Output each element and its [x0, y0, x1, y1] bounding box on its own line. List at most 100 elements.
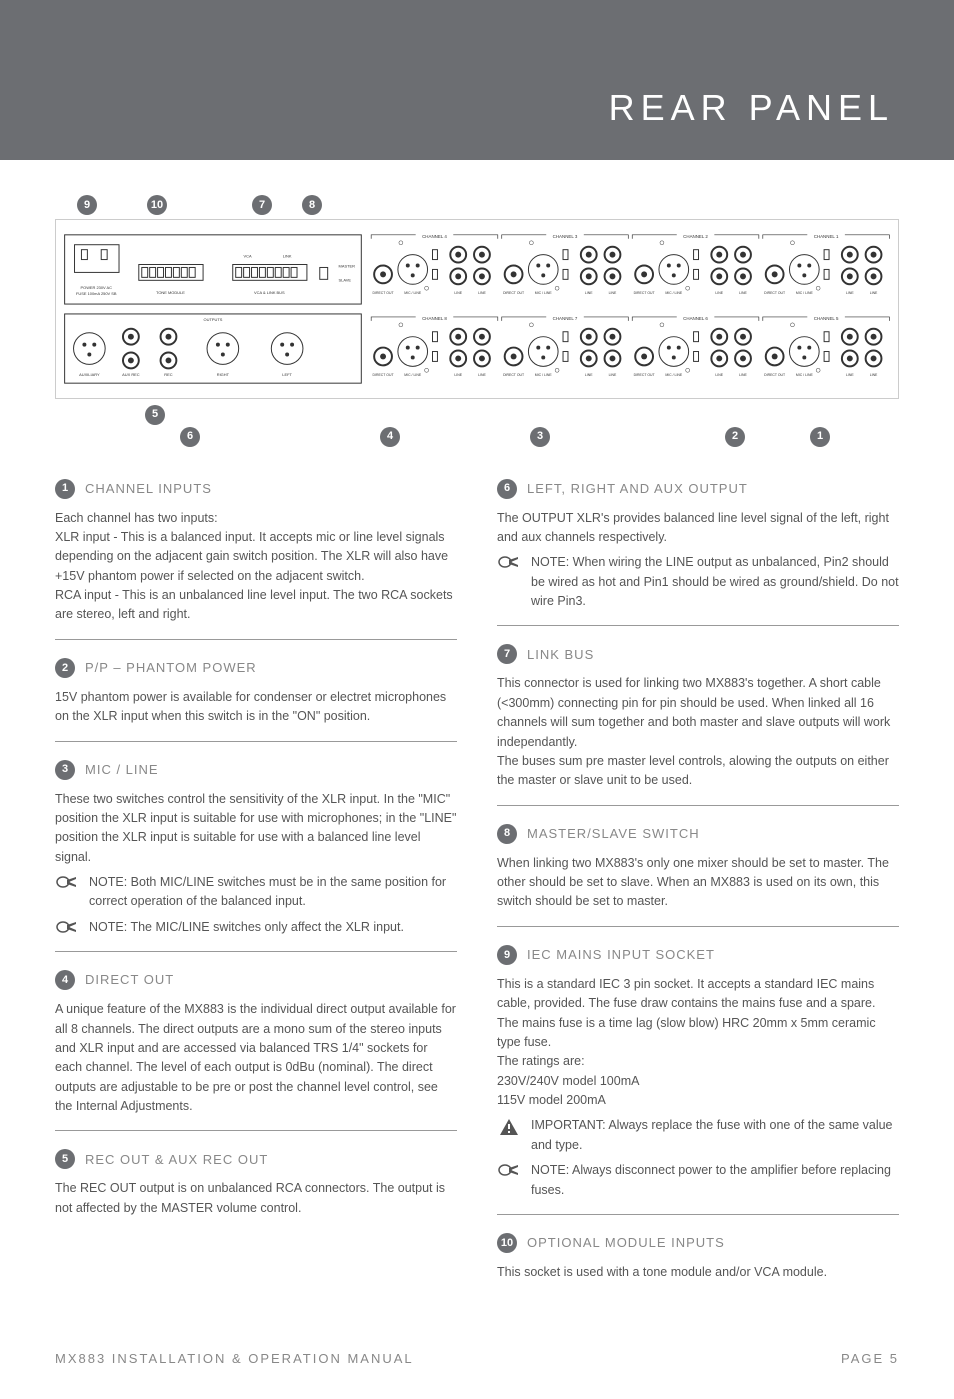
- svg-text:AUXILIARY: AUXILIARY: [79, 372, 100, 377]
- rear-panel-diagram: 9 10 7 8 POWER 230V AC FUSE 100mA 250V S…: [55, 195, 899, 449]
- svg-text:DIRECT OUT: DIRECT OUT: [503, 291, 525, 295]
- svg-text:CHANNEL 2: CHANNEL 2: [683, 234, 708, 239]
- note-icon: [497, 1161, 521, 1200]
- svg-text:LINE: LINE: [715, 291, 723, 295]
- section-title: IEC MAINS INPUT SOCKET: [527, 945, 715, 965]
- svg-text:MIC / LINE: MIC / LINE: [665, 291, 683, 295]
- section-num: 5: [55, 1149, 75, 1169]
- svg-text:MIC / LINE: MIC / LINE: [404, 291, 422, 295]
- svg-text:CHANNEL 7: CHANNEL 7: [553, 316, 578, 321]
- section-title: OPTIONAL MODULE INPUTS: [527, 1233, 725, 1253]
- footer-right: PAGE 5: [841, 1349, 899, 1369]
- section-num: 4: [55, 970, 75, 990]
- svg-text:TONE MODULE: TONE MODULE: [156, 290, 185, 295]
- footer-left: MX883 INSTALLATION & OPERATION MANUAL: [55, 1349, 414, 1369]
- note-icon: [55, 873, 79, 912]
- section-1: 1 CHANNEL INPUTS Each channel has two inpu…: [55, 479, 457, 640]
- info-note: NOTE: The MIC/LINE switches only affect …: [55, 918, 457, 937]
- svg-text:AUX REC: AUX REC: [122, 372, 140, 377]
- callout-1: 1: [810, 427, 830, 447]
- svg-text:VCA: VCA: [244, 254, 252, 259]
- section-body: These two switches control the sensitivi…: [55, 790, 457, 868]
- svg-text:LINE: LINE: [846, 373, 854, 377]
- svg-text:LINE: LINE: [478, 373, 486, 377]
- info-note: NOTE: Both MIC/LINE switches must be in …: [55, 873, 457, 912]
- callout-10: 10: [147, 195, 167, 215]
- note-icon: [55, 918, 79, 937]
- note-text: NOTE: Both MIC/LINE switches must be in …: [89, 873, 457, 912]
- section-title: CHANNEL INPUTS: [85, 479, 212, 499]
- section-3: 3MIC / LINEThese two switches control th…: [55, 760, 457, 953]
- svg-text:LINE: LINE: [739, 291, 747, 295]
- svg-text:MIC / LINE: MIC / LINE: [535, 373, 553, 377]
- section-title: DIRECT OUT: [85, 970, 174, 990]
- callout-3: 3: [530, 427, 550, 447]
- callout-8: 8: [302, 195, 322, 215]
- note-text: NOTE: The MIC/LINE switches only affect …: [89, 918, 457, 937]
- section-num: 6: [497, 479, 517, 499]
- svg-text:MASTER: MASTER: [339, 263, 356, 268]
- svg-text:FUSE 100mA 250V SB: FUSE 100mA 250V SB: [76, 291, 117, 296]
- section-9: 9 IEC MAINS INPUT SOCKET This is a standar…: [497, 945, 899, 1215]
- svg-text:LINE: LINE: [454, 291, 462, 295]
- section-body: Each channel has two inputs:XLR input - …: [55, 509, 457, 625]
- svg-text:LINE: LINE: [739, 373, 747, 377]
- warning-icon: [497, 1116, 521, 1155]
- warning-note: IMPORTANT: Always replace the fuse with …: [497, 1116, 899, 1155]
- section-title: P/P – PHANTOM POWER: [85, 658, 257, 678]
- section-title: MIC / LINE: [85, 760, 159, 780]
- svg-text:CHANNEL 5: CHANNEL 5: [814, 316, 839, 321]
- section-body: This is a standard IEC 3 pin socket. It …: [497, 975, 899, 1111]
- section-body: The OUTPUT XLR's provides balanced line …: [497, 509, 899, 548]
- svg-text:RIGHT: RIGHT: [217, 372, 230, 377]
- svg-text:REC: REC: [164, 372, 172, 377]
- svg-text:CHANNEL 6: CHANNEL 6: [683, 316, 708, 321]
- svg-text:DIRECT OUT: DIRECT OUT: [634, 373, 656, 377]
- section-body: When linking two MX883's only one mixer …: [497, 854, 899, 912]
- section-2: 2 P/P – PHANTOM POWER 15V phantom power is…: [55, 658, 457, 742]
- section-title: LEFT, RIGHT AND AUX OUTPUT: [527, 479, 748, 499]
- svg-text:DIRECT OUT: DIRECT OUT: [634, 291, 656, 295]
- section-5: 5REC OUT & AUX REC OUTThe REC OUT output…: [55, 1149, 457, 1232]
- page-title: REAR PANEL: [609, 81, 894, 135]
- section-8: 8MASTER/SLAVE SWITCHWhen linking two MX8…: [497, 824, 899, 927]
- section-num: 9: [497, 945, 517, 965]
- section-body: This connector is used for linking two M…: [497, 674, 899, 790]
- svg-text:LINE: LINE: [715, 373, 723, 377]
- section-body: The REC OUT output is on unbalanced RCA …: [55, 1179, 457, 1218]
- note-icon: [497, 553, 521, 611]
- svg-text:LINE: LINE: [870, 373, 878, 377]
- section-title: LINK BUS: [527, 645, 594, 665]
- section-body: This socket is used with a tone module a…: [497, 1263, 899, 1282]
- section-6: 6 LEFT, RIGHT AND AUX OUTPUT The OUTPUT XL…: [497, 479, 899, 627]
- svg-text:LINK: LINK: [283, 254, 292, 259]
- svg-text:DIRECT OUT: DIRECT OUT: [764, 373, 786, 377]
- svg-text:DIRECT OUT: DIRECT OUT: [373, 373, 395, 377]
- callout-4: 4: [380, 427, 400, 447]
- svg-text:SLAVE: SLAVE: [339, 277, 352, 282]
- svg-text:LINE: LINE: [585, 373, 593, 377]
- svg-text:LINE: LINE: [454, 373, 462, 377]
- section-10: 10OPTIONAL MODULE INPUTSThis socket is u…: [497, 1233, 899, 1296]
- note-text: NOTE: When wiring the LINE output as unb…: [531, 553, 899, 611]
- svg-text:CHANNEL 4: CHANNEL 4: [422, 234, 447, 239]
- svg-text:LINE: LINE: [609, 373, 617, 377]
- note-text: NOTE: Always disconnect power to the amp…: [531, 1161, 899, 1200]
- svg-text:LINE: LINE: [585, 291, 593, 295]
- svg-text:CHANNEL 1: CHANNEL 1: [814, 234, 839, 239]
- section-body: 15V phantom power is available for conde…: [55, 688, 457, 727]
- info-note: NOTE: Always disconnect power to the amp…: [497, 1161, 899, 1200]
- svg-text:OUTPUTS: OUTPUTS: [204, 317, 223, 322]
- svg-text:DIRECT OUT: DIRECT OUT: [503, 373, 525, 377]
- right-column: 6 LEFT, RIGHT AND AUX OUTPUT The OUTPUT XL…: [497, 479, 899, 1315]
- header-band: REAR PANEL: [0, 0, 954, 160]
- section-body: A unique feature of the MX883 is the ind…: [55, 1000, 457, 1116]
- svg-text:MIC / LINE: MIC / LINE: [535, 291, 553, 295]
- svg-text:LINE: LINE: [870, 291, 878, 295]
- svg-text:MIC / LINE: MIC / LINE: [404, 373, 422, 377]
- section-num: 2: [55, 658, 75, 678]
- svg-text:CHANNEL 8: CHANNEL 8: [422, 316, 447, 321]
- section-num: 1: [55, 479, 75, 499]
- note-text: IMPORTANT: Always replace the fuse with …: [531, 1116, 899, 1155]
- callout-2: 2: [725, 427, 745, 447]
